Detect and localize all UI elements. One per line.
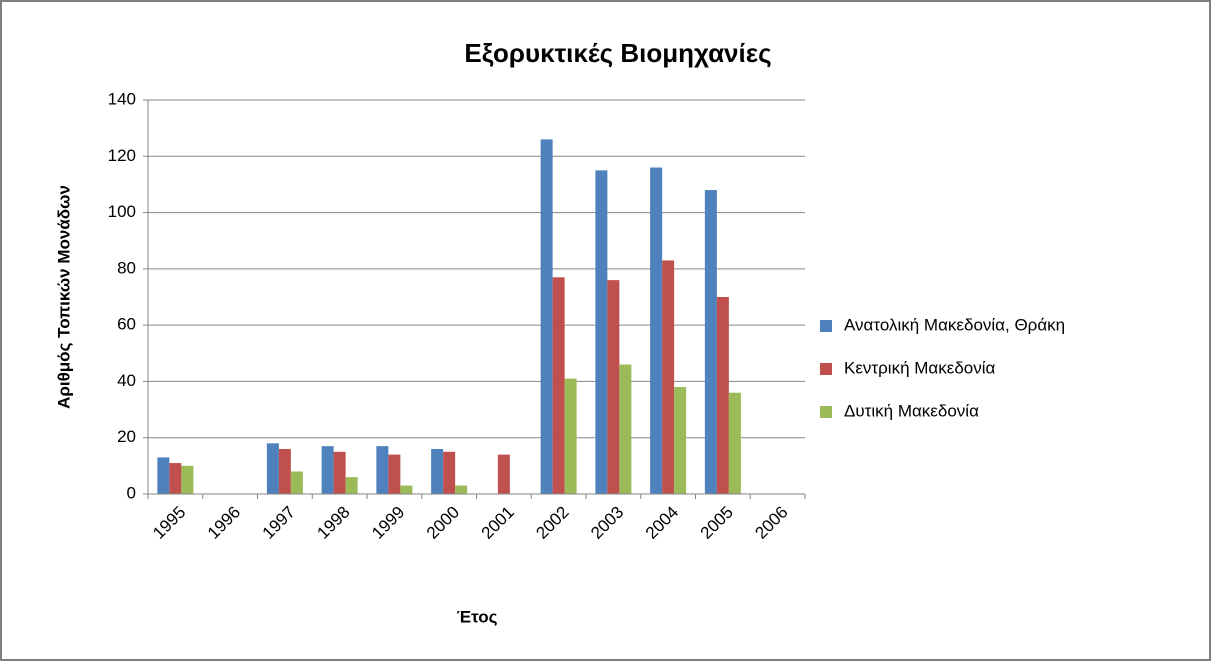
chart-title: Εξορυκτικές Βιομηχανίες [464, 38, 771, 68]
bar [497, 454, 510, 494]
legend-label: Δυτική Μακεδονία [844, 401, 979, 420]
bar [607, 280, 620, 494]
y-tick-label: 80 [117, 258, 136, 277]
bar [157, 457, 170, 494]
bar [650, 167, 663, 495]
bar [345, 477, 358, 494]
y-tick-label: 0 [127, 483, 136, 502]
legend-label: Κεντρική Μακεδονία [844, 358, 996, 377]
y-tick-label: 40 [117, 371, 136, 390]
bar [595, 170, 608, 494]
bar [443, 451, 456, 494]
bar [181, 465, 194, 494]
bar [400, 485, 413, 494]
bar [321, 446, 334, 494]
bar [564, 378, 577, 494]
bar [290, 471, 303, 494]
bar [266, 443, 279, 494]
y-tick-label: 100 [108, 202, 136, 221]
bar [728, 392, 741, 494]
x-axis-label: Έτος [457, 607, 498, 626]
bar [169, 463, 182, 494]
legend-swatch [820, 406, 832, 418]
bar [388, 454, 401, 494]
bar [431, 448, 444, 494]
bar [552, 277, 565, 494]
bar [619, 364, 632, 494]
bar [333, 451, 346, 494]
legend-swatch [820, 320, 832, 332]
y-tick-label: 60 [117, 315, 136, 334]
y-axis-label: Αριθμός Τοπικών Μονάδων [54, 185, 73, 409]
bar [704, 190, 717, 495]
bar [278, 448, 291, 494]
bar [540, 139, 553, 494]
y-tick-label: 140 [108, 89, 136, 108]
y-tick-label: 20 [117, 427, 136, 446]
legend-swatch [820, 363, 832, 375]
y-tick-label: 120 [108, 146, 136, 165]
bar [376, 446, 389, 494]
bar [662, 260, 675, 494]
legend-label: Ανατολική Μακεδονία, Θράκη [844, 315, 1065, 334]
bar [455, 485, 468, 494]
bar [716, 297, 729, 494]
bar [674, 387, 687, 494]
